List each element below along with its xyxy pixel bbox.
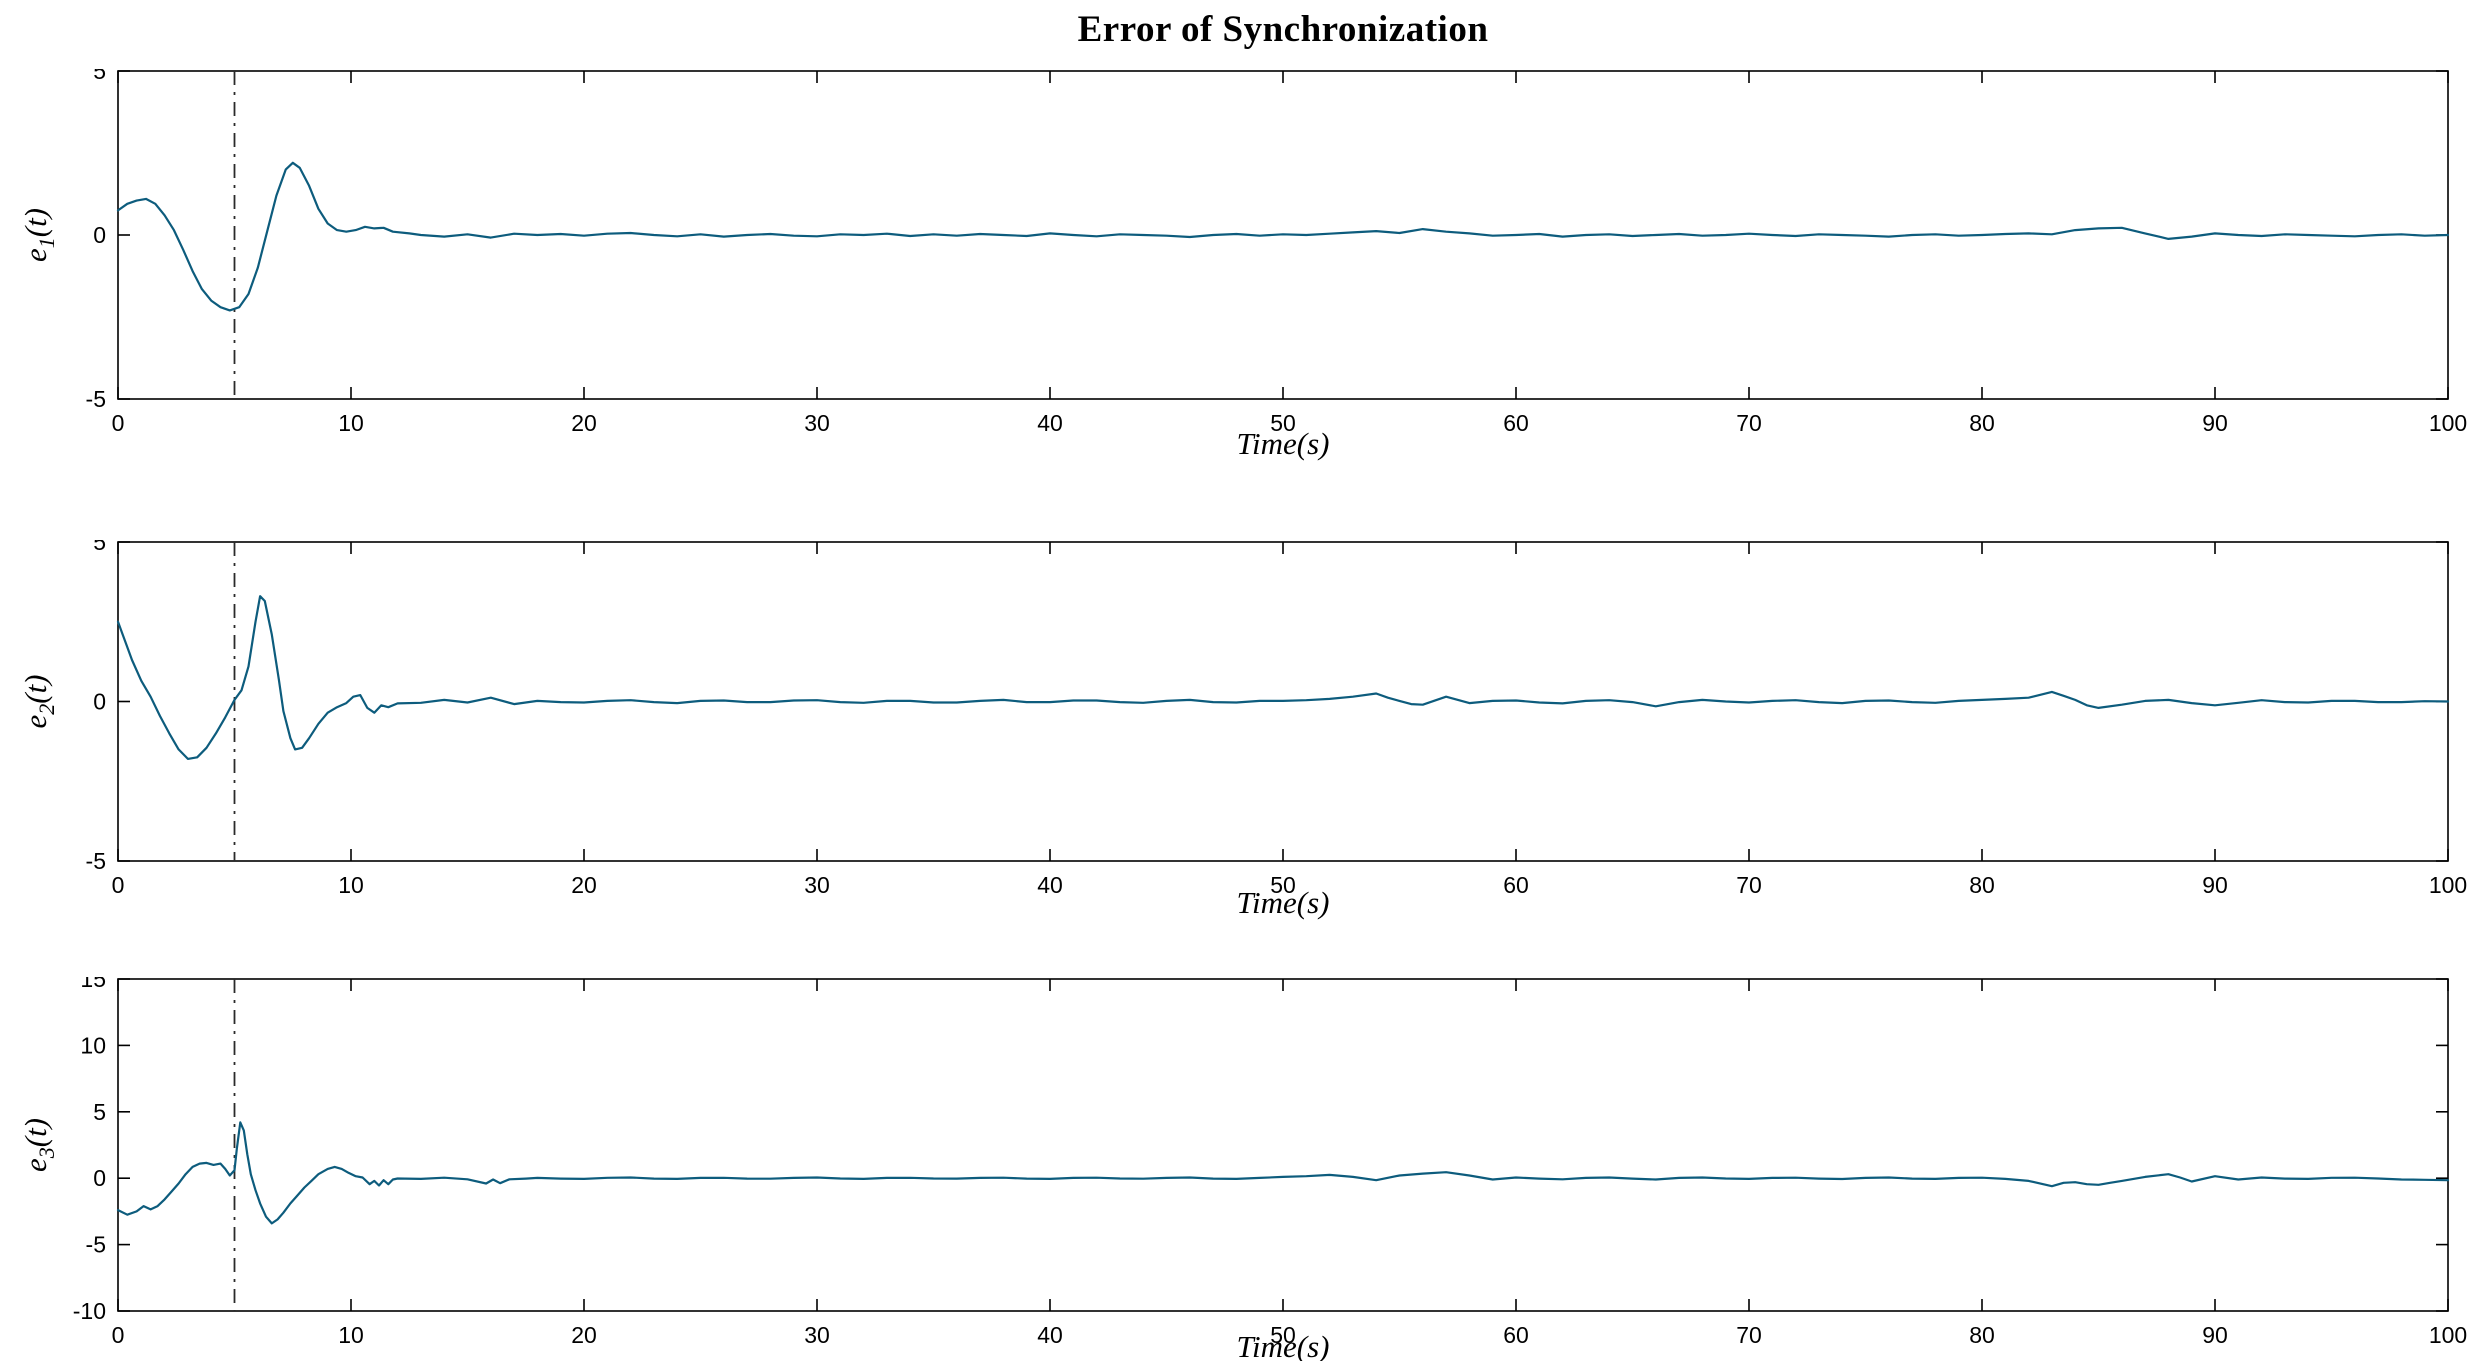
x-tick-label: 10 [338,410,364,436]
x-tick-label: 40 [1037,1322,1063,1348]
series-line [116,161,2450,312]
x-tick-label: 80 [1969,1322,1995,1348]
subplot-e3: 0 10 20 30 40 50 60 70 80 90 100 -10 -5 0 5 10 15 Time(s)… [18,977,2467,1361]
x-tick-label: 0 [112,872,125,898]
y-tick-label: 5 [93,1099,106,1125]
x-tick-label: 90 [2202,1322,2228,1348]
y-tick-label: 5 [93,540,106,555]
y-axis-label: e2(t) [18,674,59,728]
figure-title: Error of Synchronization [1077,9,1489,50]
y-tick-label: 5 [93,69,106,84]
x-axis-label: Time(s) [1237,885,1330,920]
x-tick-label: 20 [571,410,597,436]
x-tick-label: 10 [338,1322,364,1348]
y-tick-label: 10 [80,1032,106,1058]
x-tick-label: 80 [1969,410,1995,436]
x-tick-label: 10 [338,872,364,898]
plot-box [117,978,2449,1312]
x-tick-label: 0 [112,410,125,436]
x-axis-label: Time(s) [1237,426,1330,461]
y-axis-label: e1(t) [18,208,59,262]
x-tick-label: 70 [1736,410,1762,436]
x-tick-label: 60 [1503,1322,1529,1348]
y-tick-label: 15 [80,977,106,992]
series-line [116,1121,2450,1225]
x-axis-label: Time(s) [1237,1329,1330,1361]
y-tick-label: 0 [93,1165,106,1191]
x-tick-label: 30 [804,410,830,436]
x-tick-label: 50 [1270,1322,1296,1348]
x-tick-label: 50 [1270,872,1296,898]
x-tick-label: 100 [2429,410,2467,436]
x-tick-label: 70 [1736,1322,1762,1348]
y-tick-label: 0 [93,689,106,715]
x-tick-label: 20 [571,1322,597,1348]
x-tick-label: 60 [1503,872,1529,898]
y-tick-label: -10 [73,1298,106,1324]
x-tick-label: 40 [1037,872,1063,898]
y-tick-label: -5 [86,386,106,412]
x-tick-label: 40 [1037,410,1063,436]
series-line [116,595,2450,760]
y-tick-label: -5 [86,1232,106,1258]
x-tick-label: 0 [112,1322,125,1348]
x-tick-label: 70 [1736,872,1762,898]
x-tick-label: 60 [1503,410,1529,436]
y-tick-label: 0 [93,222,106,248]
x-tick-label: 20 [571,872,597,898]
x-tick-label: 100 [2429,872,2467,898]
x-tick-label: 30 [804,1322,830,1348]
x-tick-label: 90 [2202,410,2228,436]
y-axis-label: e3(t) [18,1118,59,1172]
x-tick-label: 30 [804,872,830,898]
x-tick-label: 50 [1270,410,1296,436]
y-tick-label: -5 [86,848,106,874]
x-tick-label: 90 [2202,872,2228,898]
x-tick-label: 100 [2429,1322,2467,1348]
x-tick-label: 80 [1969,872,1995,898]
